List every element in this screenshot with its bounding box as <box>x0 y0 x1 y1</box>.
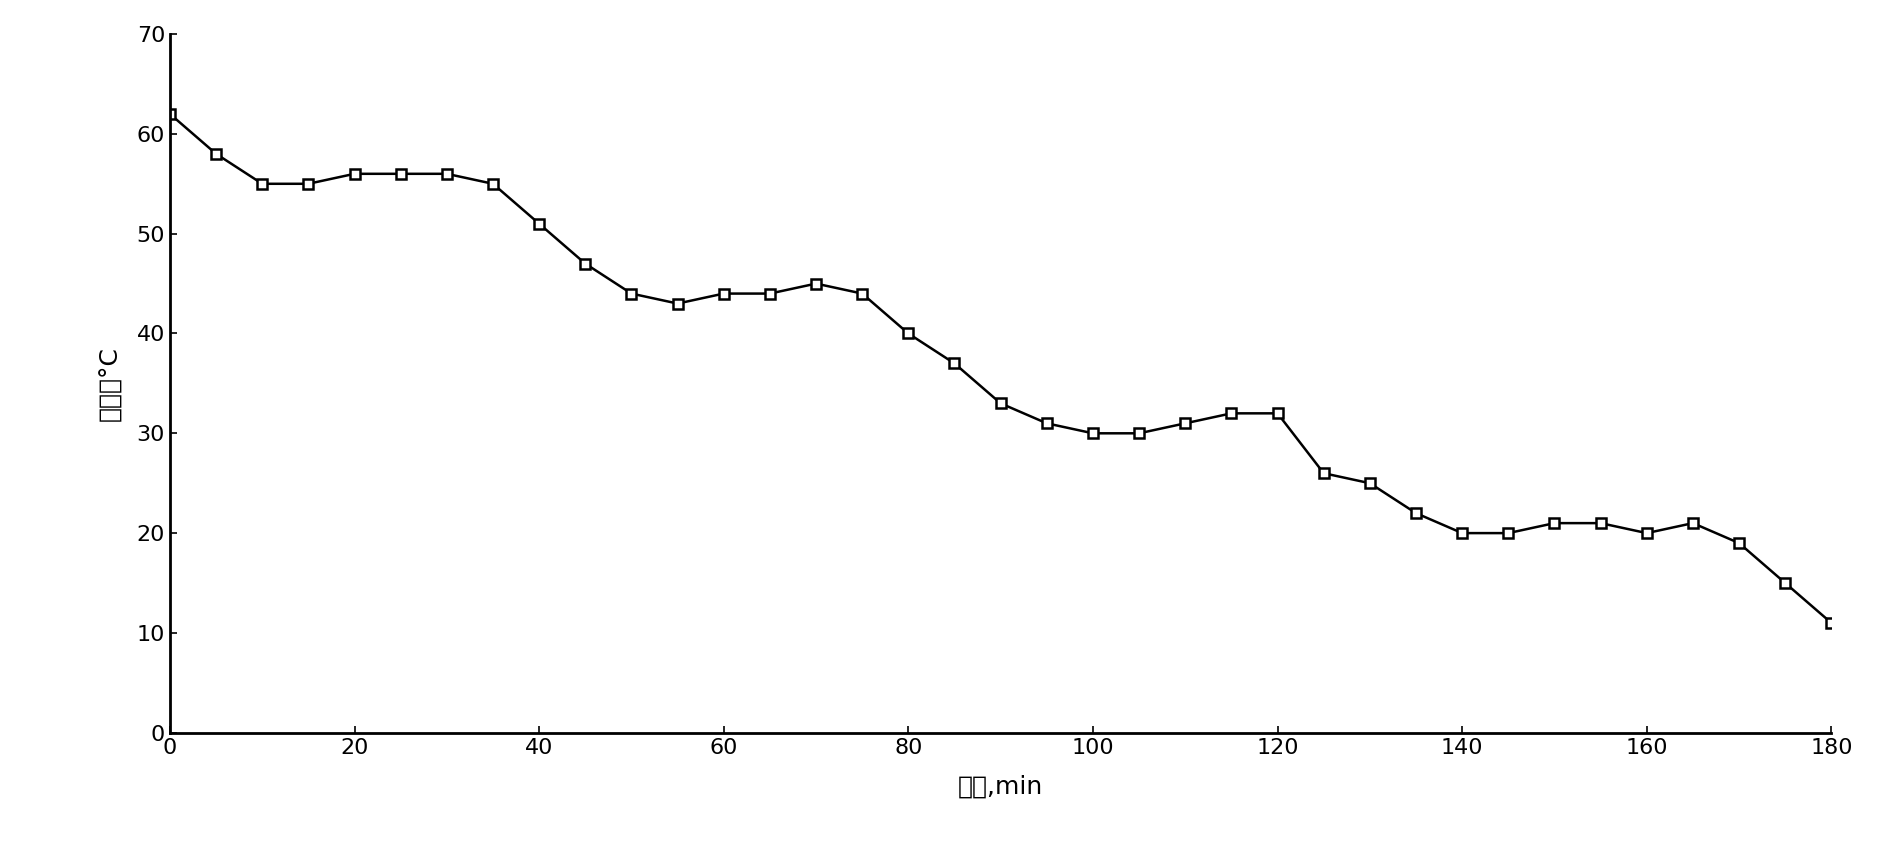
Y-axis label: 温度，°C: 温度，°C <box>98 346 123 421</box>
X-axis label: 时间,min: 时间,min <box>957 774 1044 798</box>
